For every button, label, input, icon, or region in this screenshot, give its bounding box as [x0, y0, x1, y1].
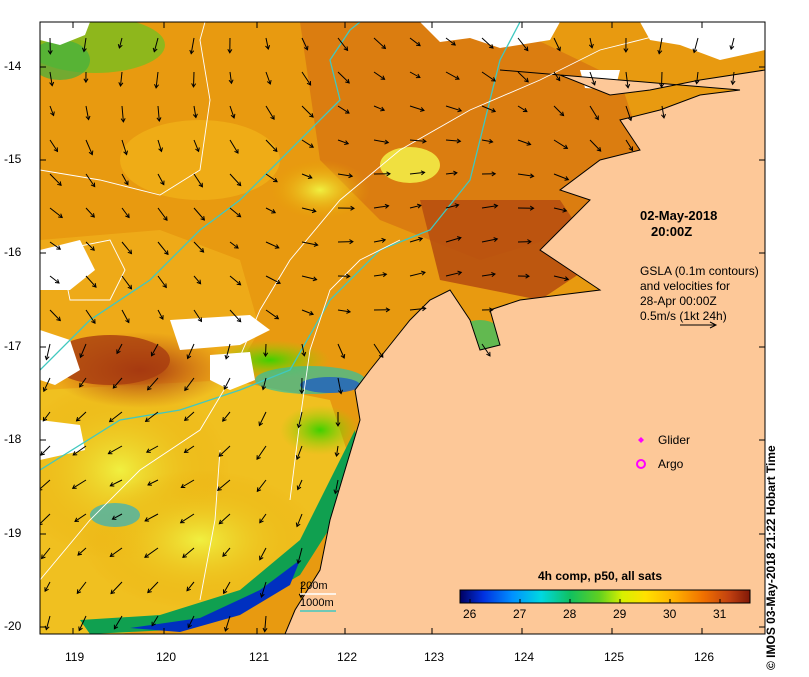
x-tick-label: 120 [156, 650, 176, 664]
y-tick-label: -17 [4, 339, 21, 353]
gsla-note-line1: GSLA (0.1m contours) [640, 264, 759, 278]
colorbar [460, 590, 750, 603]
colorbar-gradient [460, 590, 750, 603]
legend-argo-label: Argo [658, 457, 683, 471]
gsla-note-line4: 0.5m/s (1kt 24h) [640, 309, 727, 323]
gsla-note-line2: and velocities for [640, 279, 730, 293]
isobath-1000m-label: 1000m [300, 597, 334, 609]
colorbar-tick-label: 30 [663, 607, 676, 621]
y-tick-label: -16 [4, 245, 21, 259]
x-tick-label: 119 [65, 650, 84, 664]
y-tick-label: -19 [4, 526, 21, 540]
x-tick-label: 126 [694, 650, 714, 664]
y-tick-label: -15 [4, 152, 21, 166]
copyright-text: © IMOS 03-May-2018 21:22 Hobart Time [764, 445, 778, 670]
x-tick-label: 122 [337, 650, 357, 664]
x-tick-label: 123 [424, 650, 444, 664]
gsla-note-line3: 28-Apr 00:00Z [640, 294, 717, 308]
isobath-200m-label: 200m [300, 580, 328, 592]
x-tick-label: 125 [604, 650, 624, 664]
colorbar-title: 4h comp, p50, all sats [538, 569, 662, 583]
colorbar-tick-label: 28 [563, 607, 576, 621]
colorbar-tick-label: 27 [513, 607, 526, 621]
y-tick-label: -20 [4, 619, 21, 633]
legend-glider-label: Glider [658, 433, 690, 447]
velocity-arrow [194, 72, 195, 87]
map-date-label: 02-May-2018 [640, 208, 717, 223]
velocity-arrow [266, 344, 267, 356]
y-tick-label: -18 [4, 432, 21, 446]
colorbar-tick-label: 29 [613, 607, 626, 621]
y-tick-label: -14 [4, 59, 21, 73]
map-time-label: 20:00Z [651, 224, 692, 239]
x-tick-label: 121 [249, 650, 269, 664]
x-tick-label: 124 [514, 650, 534, 664]
colorbar-tick-label: 31 [713, 607, 726, 621]
velocity-arrow [662, 72, 663, 87]
colorbar-tick-label: 26 [463, 607, 476, 621]
copyright-notice: © IMOS 03-May-2018 21:22 Hobart Time [778, 350, 802, 670]
